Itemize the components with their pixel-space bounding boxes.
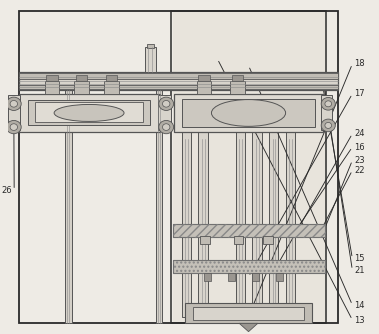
Circle shape xyxy=(321,98,335,110)
Bar xyxy=(74,80,89,94)
Text: 22: 22 xyxy=(354,166,365,175)
Bar xyxy=(19,94,160,132)
Bar xyxy=(19,85,338,89)
Text: 24: 24 xyxy=(354,129,365,138)
Bar xyxy=(65,91,72,323)
Bar xyxy=(199,74,210,81)
Bar xyxy=(263,236,273,243)
Circle shape xyxy=(163,124,170,130)
Bar xyxy=(147,44,154,48)
Circle shape xyxy=(163,101,170,107)
Bar xyxy=(193,307,304,320)
Text: 14: 14 xyxy=(354,301,365,310)
Circle shape xyxy=(6,121,21,134)
Text: 16: 16 xyxy=(354,143,365,152)
Bar xyxy=(252,273,259,281)
Polygon shape xyxy=(239,323,258,332)
Text: 23: 23 xyxy=(354,156,365,165)
Bar xyxy=(182,99,315,127)
Bar xyxy=(35,102,143,122)
Bar xyxy=(28,101,150,126)
Bar xyxy=(47,74,58,81)
Bar xyxy=(185,303,312,323)
Bar xyxy=(204,273,211,281)
Bar xyxy=(45,80,60,94)
Bar xyxy=(8,96,20,130)
Text: 17: 17 xyxy=(354,89,365,98)
Bar xyxy=(286,132,295,317)
Text: 18: 18 xyxy=(354,59,365,68)
Bar xyxy=(172,260,324,274)
Bar xyxy=(199,132,208,317)
Bar xyxy=(174,94,323,132)
Circle shape xyxy=(325,101,332,107)
Bar xyxy=(171,11,326,323)
Bar xyxy=(19,72,338,91)
Bar xyxy=(172,223,324,237)
Circle shape xyxy=(325,123,332,128)
Bar xyxy=(230,80,245,94)
Ellipse shape xyxy=(211,100,286,126)
Circle shape xyxy=(321,119,335,132)
Bar xyxy=(156,91,163,323)
Bar xyxy=(269,132,278,317)
Circle shape xyxy=(159,121,174,134)
Text: 26: 26 xyxy=(2,186,13,195)
Bar xyxy=(182,132,191,317)
Bar xyxy=(172,12,324,322)
Bar xyxy=(228,273,235,281)
Bar xyxy=(172,223,324,237)
Bar xyxy=(321,96,332,130)
Bar xyxy=(145,47,156,72)
Bar xyxy=(252,132,262,317)
Bar xyxy=(19,11,338,323)
Text: 15: 15 xyxy=(354,254,365,263)
Bar xyxy=(232,74,243,81)
Text: 21: 21 xyxy=(354,266,365,275)
Bar xyxy=(104,80,119,94)
Circle shape xyxy=(10,124,17,130)
Bar xyxy=(19,73,338,79)
Circle shape xyxy=(10,101,17,107)
Ellipse shape xyxy=(54,105,124,122)
Bar xyxy=(158,96,171,130)
Bar xyxy=(172,260,324,274)
Bar xyxy=(200,236,210,243)
Circle shape xyxy=(159,97,174,111)
Bar xyxy=(276,273,283,281)
Circle shape xyxy=(6,97,21,111)
Bar xyxy=(235,132,245,317)
Bar xyxy=(106,74,117,81)
Bar xyxy=(76,74,87,81)
Text: 13: 13 xyxy=(354,316,365,325)
Bar xyxy=(197,80,211,94)
Bar xyxy=(234,236,243,243)
